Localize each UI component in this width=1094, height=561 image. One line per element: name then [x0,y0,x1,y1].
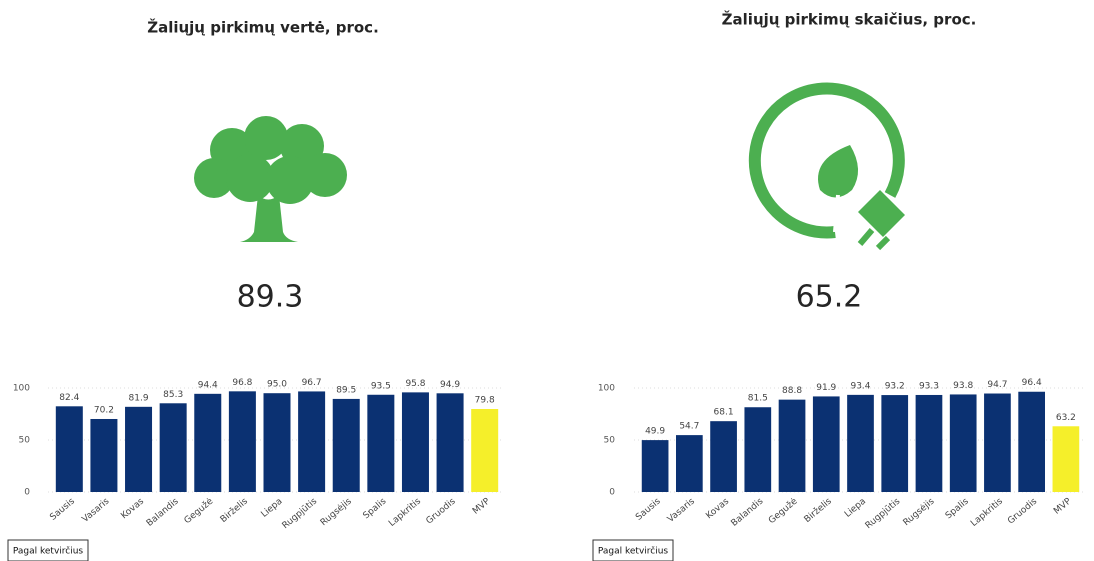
y-tick-label: 0 [24,488,30,498]
value-label: 93.3 [919,381,939,391]
bar [298,391,326,492]
value-label: 96.4 [1022,378,1042,388]
value-label: 82.4 [59,393,79,403]
bar [401,392,429,492]
value-label: 79.8 [475,396,495,406]
y-tick-label: 0 [609,488,615,498]
bar [90,418,118,492]
value-label: 96.7 [302,378,322,388]
bar [881,395,909,492]
bar [436,393,464,492]
value-label: 96.8 [232,378,252,388]
bar [159,403,187,492]
value-label: 85.3 [163,390,183,400]
bar [194,393,222,492]
x-tick-label: Kovas [119,496,146,521]
button-label: Pagal ketvirčius [13,546,84,557]
x-tick-label: Rugsėjis [319,496,354,528]
y-tick-label: 100 [13,384,30,394]
x-tick-label: Kovas [704,496,731,521]
chart-title: Žaliųjų pirkimų skaičius, proc. [722,10,977,29]
bar [263,393,291,492]
bar [710,421,737,492]
button[interactable] [592,539,674,561]
x-tick-label: Spalis [362,496,389,521]
x-tick-label: Lapkritis [969,496,1005,529]
x-tick-label: Birželis [803,496,834,525]
kpi-value: 89.3 [237,280,304,315]
x-tick-label: Gruodis [1006,496,1039,526]
x-tick-label: Rugpjūtis [864,496,903,531]
value-label: 95.8 [405,379,425,389]
y-tick-label: 50 [604,436,616,446]
value-label: 81.5 [748,394,768,404]
bar [641,440,669,492]
x-tick-label: Vasaris [80,496,111,524]
x-tick-label: Gegužė [767,496,800,526]
x-tick-label: MVP [471,496,493,516]
value-label: 91.9 [816,383,836,393]
value-label: 54.7 [679,422,699,432]
chart-title: Žaliųjų pirkimų vertė, proc. [147,18,379,37]
value-label: 81.9 [129,393,149,403]
value-label: 68.1 [714,408,734,418]
y-tick-label: 100 [598,384,615,394]
bar [675,435,703,492]
kpi-value: 65.2 [796,280,863,315]
value-label: 49.9 [645,427,665,437]
bar [778,399,806,492]
x-tick-label: Birželis [219,496,250,525]
bar [228,391,256,492]
bar [812,396,840,492]
bar [915,394,943,492]
x-tick-label: Gruodis [425,496,458,526]
bar [744,407,772,492]
bar [471,409,499,492]
x-tick-label: Balandis [145,496,181,528]
bar [1018,391,1046,492]
bar [984,393,1011,492]
x-tick-label: Vasaris [666,496,697,524]
value-label: 63.2 [1056,413,1076,423]
x-tick-label: Liepa [260,497,285,520]
bar [55,406,83,492]
x-tick-label: Spalis [944,496,971,521]
value-label: 93.5 [371,381,391,391]
bar [332,398,360,492]
x-tick-label: Liepa [843,497,868,520]
value-label: 94.4 [198,380,218,390]
plug-icon [748,82,905,251]
bar [367,394,395,492]
value-label: 93.8 [953,381,973,391]
value-label: 89.5 [336,385,356,395]
value-label: 95.0 [267,380,287,390]
button-label: Pagal ketvirčius [598,546,669,557]
bar [949,394,977,492]
x-tick-label: Lapkritis [387,496,423,529]
value-label: 70.2 [94,405,114,415]
x-tick-label: MVP [1052,496,1074,516]
bar [847,394,874,492]
value-label: 94.9 [440,380,460,390]
tree-icon [194,116,347,242]
x-tick-label: Rugpjūtis [281,496,320,531]
y-tick-label: 50 [19,436,31,446]
value-label: 94.7 [987,380,1007,390]
x-tick-label: Sausis [634,496,663,522]
bar [1052,426,1080,492]
x-tick-label: Gegužė [183,496,216,526]
value-label: 93.2 [885,382,905,392]
bar [125,406,153,492]
value-label: 88.8 [782,386,802,396]
x-tick-label: Sausis [48,496,77,522]
button[interactable] [7,539,89,561]
x-tick-label: Rugsėjis [902,496,937,528]
x-tick-label: Balandis [730,496,766,528]
value-label: 93.4 [850,381,870,391]
